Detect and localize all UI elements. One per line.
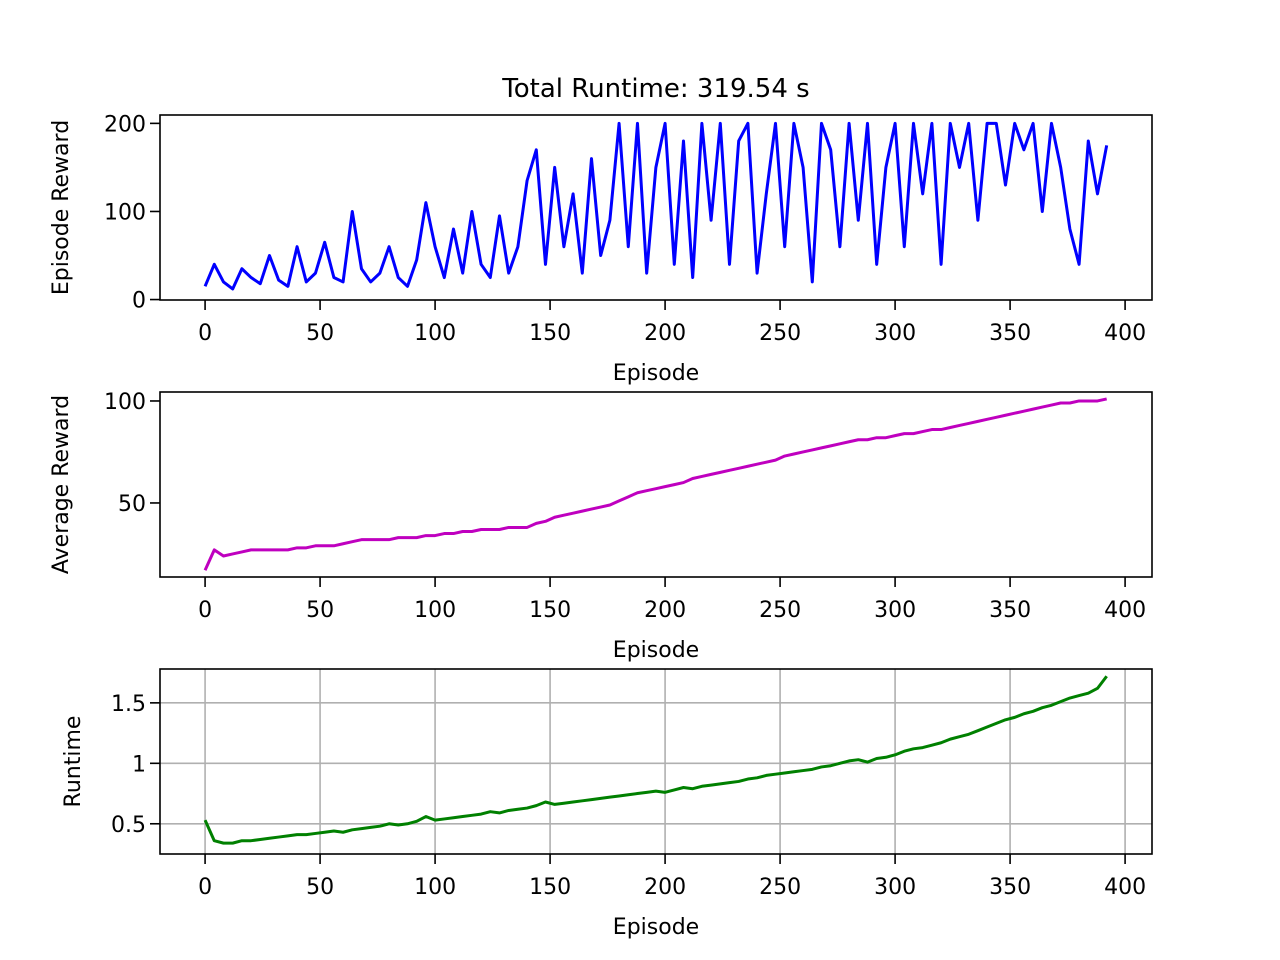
x-tick-label: 0 (198, 875, 212, 900)
x-tick-label: 100 (414, 321, 456, 346)
data-line (203, 121, 1109, 291)
y-tick-label: 0 (132, 289, 146, 314)
x-tick-label: 150 (529, 321, 571, 346)
x-tick-label: 200 (644, 321, 686, 346)
x-axis-label: Episode (613, 361, 699, 386)
x-tick-label: 50 (306, 875, 334, 900)
y-axis-label: Runtime (61, 716, 86, 808)
x-tick-label: 250 (759, 875, 801, 900)
y-axis-label: Episode Reward (49, 120, 74, 295)
x-tick-label: 400 (1104, 598, 1146, 623)
x-tick-label: 200 (644, 875, 686, 900)
y-tick-label: 1.5 (111, 692, 146, 717)
x-tick-label: 50 (306, 321, 334, 346)
y-tick-label: 200 (104, 112, 146, 137)
chart-title: Total Runtime: 319.54 s (501, 74, 809, 104)
axes-frame (159, 668, 1153, 855)
x-tick-label: 200 (644, 598, 686, 623)
y-tick-label: 100 (104, 390, 146, 415)
x-tick-label: 400 (1104, 321, 1146, 346)
x-tick-label: 350 (989, 875, 1031, 900)
data-line (203, 675, 1108, 845)
x-tick-label: 250 (759, 321, 801, 346)
x-tick-label: 400 (1104, 875, 1146, 900)
x-tick-label: 150 (529, 598, 571, 623)
x-tick-label: 100 (414, 598, 456, 623)
y-tick-label: 0.5 (111, 813, 146, 838)
y-tick-label: 100 (104, 200, 146, 225)
x-tick-label: 50 (306, 598, 334, 623)
data-line (203, 397, 1108, 571)
axes-frame (159, 114, 1153, 301)
axes-frame (159, 391, 1153, 578)
y-tick-label: 1 (132, 752, 146, 777)
x-tick-label: 300 (874, 598, 916, 623)
x-tick-label: 300 (874, 321, 916, 346)
x-tick-label: 300 (874, 875, 916, 900)
x-tick-label: 0 (198, 598, 212, 623)
x-tick-label: 150 (529, 875, 571, 900)
x-axis-label: Episode (613, 915, 699, 940)
x-tick-label: 0 (198, 321, 212, 346)
x-tick-label: 100 (414, 875, 456, 900)
x-tick-label: 350 (989, 598, 1031, 623)
x-tick-label: 350 (989, 321, 1031, 346)
x-axis-label: Episode (613, 638, 699, 663)
x-tick-label: 250 (759, 598, 801, 623)
y-axis-label: Average Reward (49, 395, 74, 574)
y-tick-label: 50 (118, 492, 146, 517)
